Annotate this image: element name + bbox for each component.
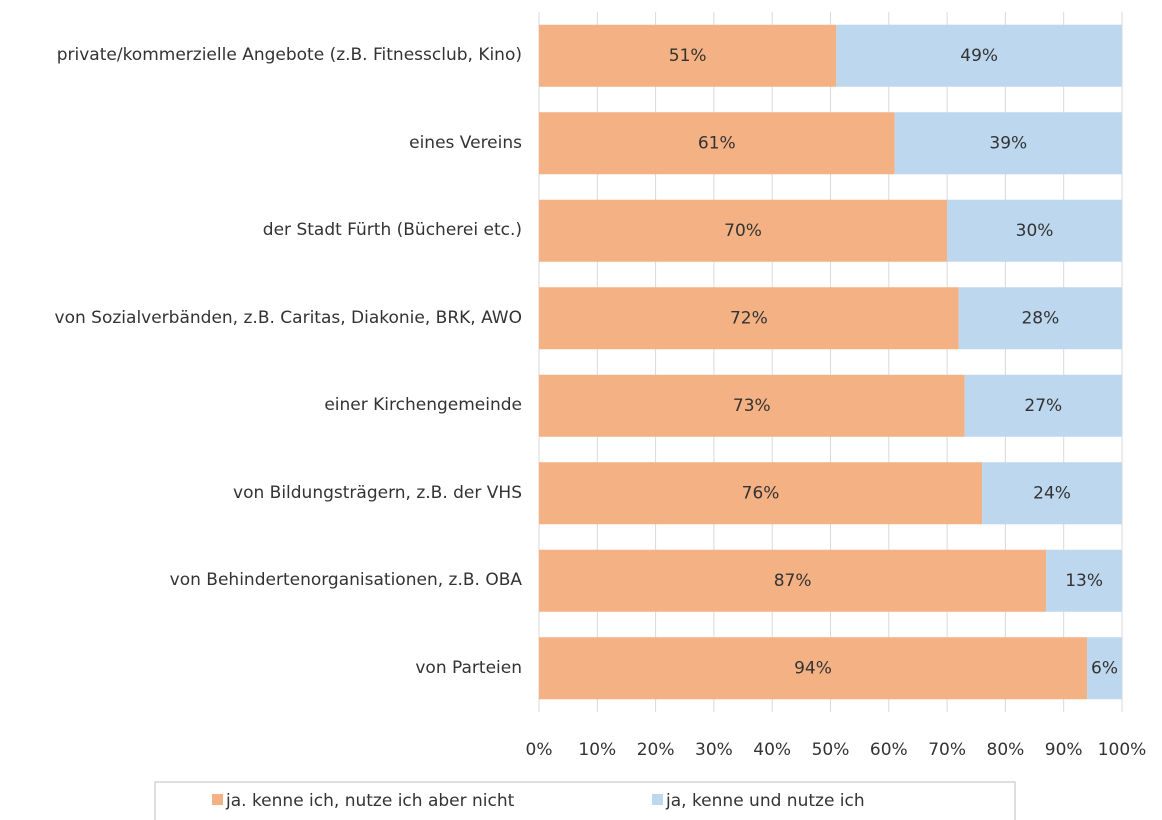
x-tick-label: 70% (928, 740, 966, 760)
category-text: eines Vereins (409, 132, 522, 153)
category-text: der Stadt Fürth (Bücherei etc.) (262, 220, 522, 241)
data-label: 24% (1033, 483, 1071, 503)
bar-segment (1087, 637, 1122, 700)
data-label: 49% (960, 46, 998, 66)
data-label: 70% (724, 221, 762, 241)
category-text: von Sozialverbänden, z.B. Caritas, Diako… (54, 307, 522, 328)
data-label: 51% (669, 46, 707, 66)
legend-label: ja. kenne ich, nutze ich aber nicht (225, 791, 515, 811)
category-label: von Bildungsträgern, z.B. der VHS (7, 453, 522, 533)
x-tick-label: 20% (637, 740, 675, 760)
x-tick-label: 60% (870, 740, 908, 760)
category-text: von Parteien (415, 657, 522, 678)
data-label: 61% (698, 133, 736, 153)
legend-swatch (212, 794, 223, 805)
bar-segment (947, 199, 1122, 262)
bar-segment (1046, 549, 1122, 612)
data-label: 87% (774, 571, 812, 591)
x-tick-label: 50% (812, 740, 850, 760)
category-label: eines Vereins (7, 103, 522, 183)
bar-segment (539, 287, 959, 350)
bar-segment (539, 199, 948, 262)
category-label: von Sozialverbänden, z.B. Caritas, Diako… (7, 278, 522, 358)
data-label: 6% (1091, 658, 1118, 678)
category-text: von Bildungsträgern, z.B. der VHS (233, 482, 522, 503)
x-tick-label: 0% (526, 740, 553, 760)
bar-segment (539, 112, 895, 175)
bar-segment (539, 374, 965, 437)
data-label: 28% (1021, 308, 1059, 328)
category-label: von Behindertenorganisationen, z.B. OBA (7, 541, 522, 621)
data-label: 13% (1065, 571, 1103, 591)
data-label: 27% (1024, 396, 1062, 416)
bar-segment (958, 287, 1122, 350)
legend-box (154, 781, 1016, 820)
bar-segment (539, 462, 983, 525)
category-label: private/kommerzielle Angebote (z.B. Fitn… (7, 16, 522, 96)
bar-segment (982, 462, 1122, 525)
x-tick-label: 10% (578, 740, 616, 760)
bar-segment (964, 374, 1122, 437)
data-label: 94% (794, 658, 832, 678)
bar-segment (539, 549, 1047, 612)
category-text: private/kommerzielle Angebote (z.B. Fitn… (56, 45, 522, 66)
category-label: der Stadt Fürth (Bücherei etc.) (7, 191, 522, 271)
legend-label: ja, kenne und nutze ich (665, 791, 865, 811)
x-tick-label: 30% (695, 740, 733, 760)
bar-segment (836, 24, 1122, 87)
category-text: von Behindertenorganisationen, z.B. OBA (169, 570, 522, 591)
x-tick-label: 90% (1045, 740, 1083, 760)
data-label: 39% (989, 133, 1027, 153)
x-tick-label: 100% (1098, 740, 1147, 760)
x-tick-label: 40% (753, 740, 791, 760)
bar-segment (539, 637, 1088, 700)
data-label: 73% (733, 396, 771, 416)
x-tick-label: 80% (987, 740, 1025, 760)
bar-segment (894, 112, 1122, 175)
bar-segment (539, 24, 837, 87)
data-label: 30% (1016, 221, 1054, 241)
data-label: 72% (730, 308, 768, 328)
category-text: einer Kirchengemeinde (324, 395, 522, 416)
data-label: 76% (742, 483, 780, 503)
category-label: einer Kirchengemeinde (7, 366, 522, 446)
category-label: von Parteien (7, 628, 522, 708)
legend-swatch (652, 794, 663, 805)
